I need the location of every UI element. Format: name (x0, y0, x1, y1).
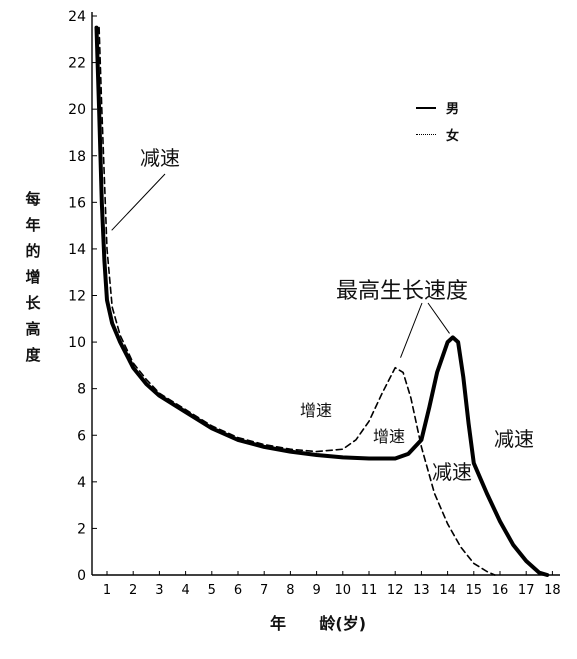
y-tick-label: 16 (68, 195, 86, 211)
y-tick-label: 24 (68, 9, 86, 25)
legend-solid-swatch (416, 106, 436, 109)
annotation-decelerate-infant: 减速 (140, 146, 180, 170)
x-tick-label: 4 (181, 583, 189, 598)
leader-line-decelerate (111, 173, 166, 231)
y-tick-label: 6 (77, 428, 86, 444)
annotation-leader-lines (111, 173, 450, 358)
legend-item-male: 男 (416, 94, 459, 121)
y-axis-label: 每 年 的 增 长 高 度 (20, 186, 46, 368)
y-tick-label: 20 (68, 102, 86, 118)
annotation-decelerate-female: 减速 (432, 460, 472, 484)
chart-axes (91, 12, 560, 576)
annotation-peak-velocity: 最高生长速度 (336, 279, 469, 304)
x-tick-label: 12 (387, 583, 404, 598)
leader-line-peak-female (400, 302, 423, 358)
x-tick-label: 5 (208, 583, 216, 598)
x-tick-label: 8 (286, 583, 294, 598)
y-tick-label: 0 (77, 568, 86, 584)
series-line-male (94, 25, 550, 577)
leader-line-peak-male (427, 302, 450, 334)
y-tick-label: 12 (68, 289, 86, 305)
y-tick-label: 14 (68, 242, 86, 258)
y-axis-label-char: 增 (25, 268, 41, 286)
x-tick-label: 14 (439, 583, 456, 598)
annotation-accelerate-female: 增速 (300, 401, 333, 420)
series-lines (94, 25, 550, 577)
y-tick-label: 8 (77, 382, 86, 398)
legend-dotted-swatch (416, 134, 436, 135)
x-tick-label: 9 (312, 583, 320, 598)
x-tick-label: 15 (466, 583, 483, 598)
y-tick-label: 10 (68, 335, 86, 351)
y-axis-label-char: 度 (25, 346, 41, 364)
y-axis-label-char: 长 (25, 294, 41, 312)
x-tick-label: 13 (413, 583, 430, 598)
y-tick-label: 2 (77, 521, 86, 537)
x-tick-label: 7 (260, 583, 268, 598)
y-tick-label: 22 (68, 56, 86, 72)
x-tick-label: 2 (129, 583, 137, 598)
annotation-accelerate-male: 增速 (373, 427, 406, 446)
x-tick-label: 18 (544, 583, 561, 598)
y-tick-label: 4 (77, 475, 86, 491)
legend-label: 女 (446, 129, 460, 144)
x-tick-label: 3 (155, 583, 163, 598)
annotation-decelerate-male: 减速 (494, 427, 534, 451)
y-axis-label-char: 高 (25, 320, 41, 338)
x-axis-ticks: 1 2 3 4 5 6 7 8 9 10 11 12 13 14 15 16 17 18 (103, 571, 561, 598)
y-tick-label: 18 (68, 149, 86, 165)
x-tick-label: 11 (361, 583, 378, 598)
series-line-female (98, 26, 496, 576)
x-tick-label: 1 (103, 583, 111, 598)
x-axis-label: 年 龄(岁) (270, 614, 367, 633)
y-axis-label-char: 每 (25, 190, 41, 208)
legend-item-female: 女 (416, 121, 459, 148)
x-tick-label: 17 (518, 583, 535, 598)
legend-label: 男 (446, 102, 460, 117)
x-tick-label: 16 (492, 583, 509, 598)
x-tick-label: 6 (234, 583, 242, 598)
legend: 男 女 (416, 94, 459, 148)
y-axis-label-char: 的 (25, 242, 41, 260)
y-axis-label-char: 年 (25, 216, 41, 234)
x-tick-label: 10 (335, 583, 352, 598)
